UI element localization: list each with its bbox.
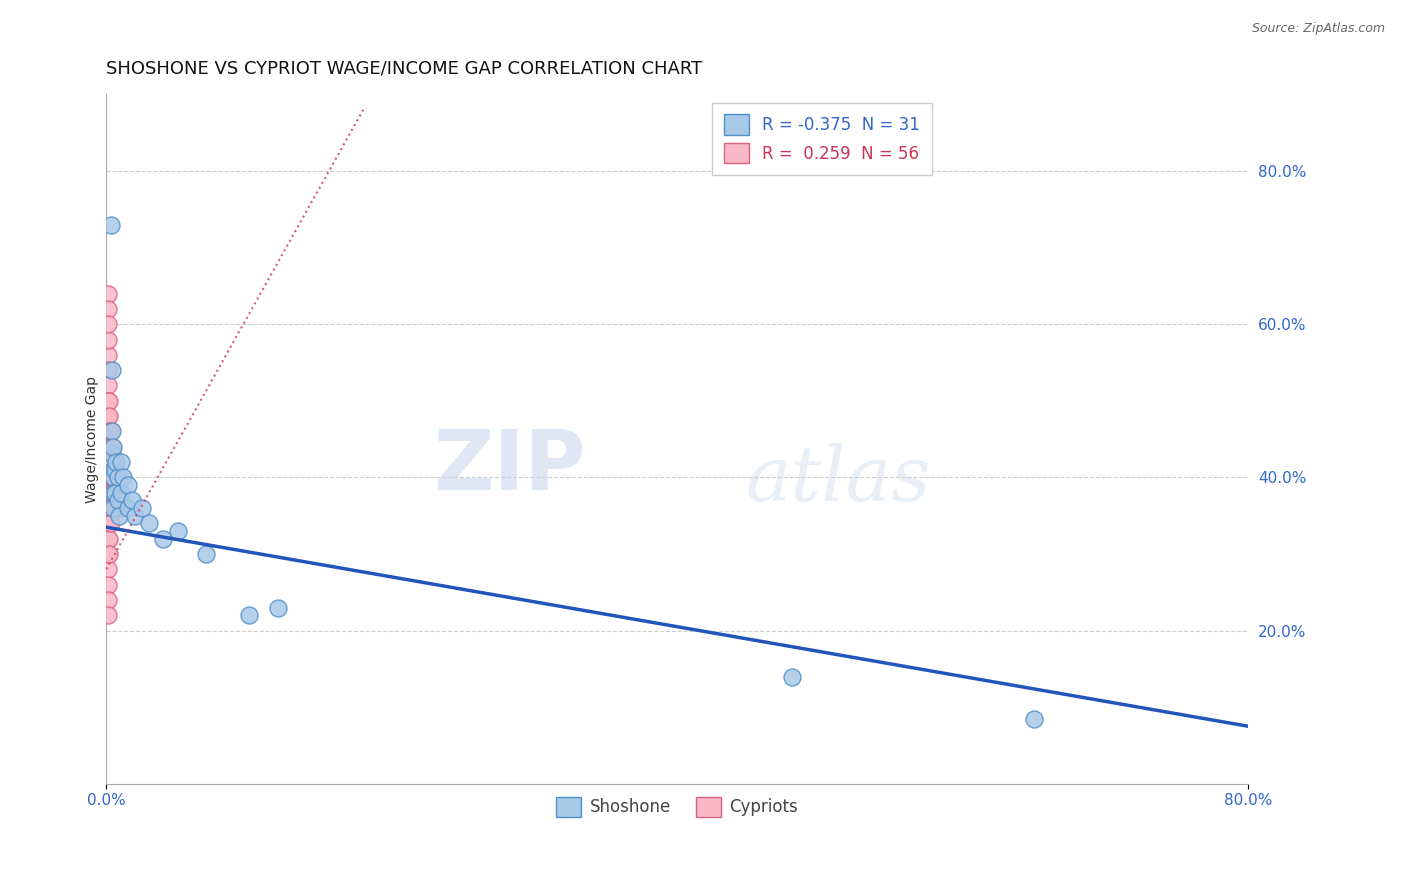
Point	[780, 669, 803, 683]
Point	[107, 470, 129, 484]
Point	[100, 485, 122, 500]
Point	[97, 393, 120, 408]
Point	[1024, 712, 1046, 726]
Point	[98, 532, 121, 546]
Point	[97, 333, 120, 347]
Point	[100, 516, 122, 531]
Point	[124, 508, 146, 523]
Point	[101, 425, 124, 439]
Text: Source: ZipAtlas.com: Source: ZipAtlas.com	[1251, 22, 1385, 36]
Point	[103, 463, 125, 477]
Text: atlas: atlas	[745, 443, 931, 517]
Point	[97, 425, 120, 439]
Point	[97, 348, 120, 362]
Point	[103, 455, 125, 469]
Point	[98, 409, 121, 423]
Point	[238, 608, 260, 623]
Point	[101, 470, 124, 484]
Point	[98, 547, 121, 561]
Point	[97, 608, 120, 623]
Point	[104, 463, 127, 477]
Point	[97, 577, 120, 591]
Point	[104, 501, 127, 516]
Point	[97, 470, 120, 484]
Point	[97, 409, 120, 423]
Point	[195, 547, 218, 561]
Point	[100, 501, 122, 516]
Text: SHOSHONE VS CYPRIOT WAGE/INCOME GAP CORRELATION CHART: SHOSHONE VS CYPRIOT WAGE/INCOME GAP CORR…	[107, 60, 703, 78]
Point	[101, 485, 124, 500]
Point	[98, 470, 121, 484]
Point	[97, 562, 120, 576]
Point	[98, 425, 121, 439]
Text: ZIP: ZIP	[433, 426, 586, 508]
Point	[103, 470, 125, 484]
Point	[97, 470, 120, 484]
Point	[266, 600, 288, 615]
Point	[98, 501, 121, 516]
Point	[100, 218, 122, 232]
Point	[152, 532, 174, 546]
Point	[100, 440, 122, 454]
Point	[97, 317, 120, 331]
Point	[98, 393, 121, 408]
Point	[117, 478, 139, 492]
Point	[107, 485, 129, 500]
Point	[101, 455, 124, 469]
Point	[97, 301, 120, 316]
Point	[97, 440, 120, 454]
Point	[101, 363, 124, 377]
Point	[108, 508, 131, 523]
Point	[97, 501, 120, 516]
Y-axis label: Wage/Income Gap: Wage/Income Gap	[86, 376, 100, 502]
Legend: Shoshone, Cypriots: Shoshone, Cypriots	[550, 790, 804, 823]
Point	[131, 501, 153, 516]
Point	[98, 455, 121, 469]
Point	[112, 470, 135, 484]
Point	[104, 485, 127, 500]
Point	[97, 363, 120, 377]
Point	[110, 455, 132, 469]
Point	[103, 440, 125, 454]
Point	[97, 532, 120, 546]
Point	[97, 409, 120, 423]
Point	[97, 425, 120, 439]
Point	[97, 593, 120, 607]
Point	[100, 470, 122, 484]
Point	[97, 547, 120, 561]
Point	[110, 485, 132, 500]
Point	[103, 485, 125, 500]
Point	[103, 485, 125, 500]
Point	[97, 455, 120, 469]
Point	[107, 493, 129, 508]
Point	[117, 501, 139, 516]
Point	[101, 440, 124, 454]
Point	[121, 493, 143, 508]
Point	[97, 440, 120, 454]
Point	[98, 485, 121, 500]
Point	[138, 516, 160, 531]
Point	[98, 440, 121, 454]
Point	[97, 286, 120, 301]
Point	[97, 516, 120, 531]
Point	[97, 393, 120, 408]
Point	[100, 455, 122, 469]
Point	[105, 455, 128, 469]
Point	[110, 501, 132, 516]
Point	[166, 524, 188, 538]
Point	[97, 485, 120, 500]
Point	[103, 501, 125, 516]
Point	[104, 470, 127, 484]
Point	[97, 378, 120, 392]
Point	[98, 516, 121, 531]
Point	[97, 455, 120, 469]
Point	[100, 425, 122, 439]
Point	[101, 447, 124, 461]
